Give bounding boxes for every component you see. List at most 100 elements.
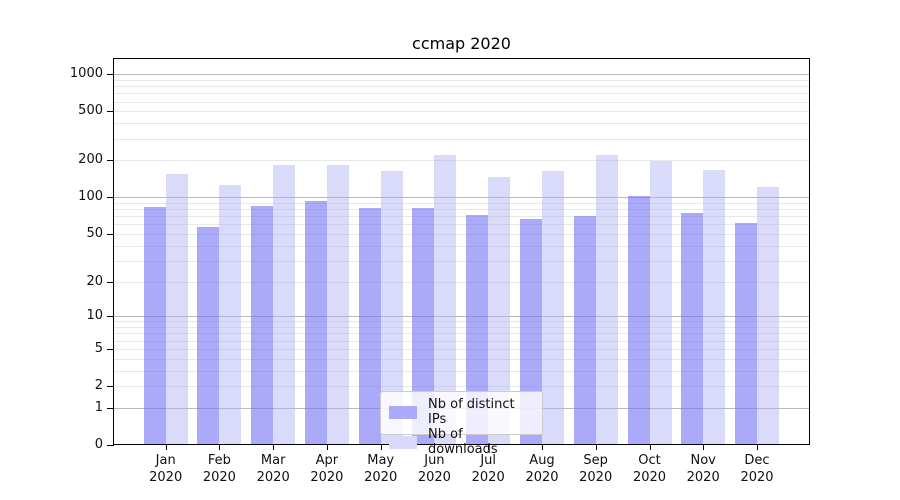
y-tick [106, 386, 114, 387]
y-gridline-minor [113, 101, 810, 103]
y-gridline-minor [113, 370, 810, 372]
x-tick [595, 445, 597, 450]
bar-downloads [757, 187, 779, 445]
y-gridline-minor [113, 358, 810, 360]
bar-distinct-ips [735, 222, 757, 445]
y-tick-label: 50 [86, 225, 103, 241]
x-tick-label-month: Dec [744, 453, 770, 468]
y-gridline-minor [113, 216, 810, 218]
x-tick-label: Feb 2020 [191, 452, 247, 486]
x-tick-label-year: 2020 [149, 470, 183, 485]
x-tick [488, 445, 490, 450]
y-gridline-minor [113, 138, 810, 140]
y-tick-label: 20 [86, 273, 103, 289]
bar-distinct-ips [358, 208, 381, 445]
y-tick [106, 197, 114, 199]
x-tick-label: Apr 2020 [299, 452, 355, 486]
x-tick-label-month: Jan [155, 453, 176, 468]
legend-item-downloads: Nb of downloads [389, 427, 534, 457]
x-tick [273, 445, 275, 450]
y-tick [106, 348, 114, 350]
y-tick [106, 407, 114, 409]
legend-item-distinct-ips: Nb of distinct IPs [389, 397, 534, 427]
y-gridline-minor [113, 386, 810, 387]
bar-downloads [703, 170, 726, 445]
x-tick-label-year: 2020 [686, 470, 720, 485]
y-tick [106, 111, 114, 113]
bar-downloads [380, 170, 403, 445]
y-gridline-minor [113, 327, 810, 328]
y-tick [106, 445, 114, 446]
y-tick-label: 0 [94, 437, 103, 452]
bar-downloads [595, 154, 618, 445]
x-tick-label-year: 2020 [632, 470, 667, 485]
bar-distinct-ips [197, 227, 220, 445]
y-tick-label: 200 [78, 152, 103, 168]
y-gridline-minor [113, 202, 810, 204]
x-tick-label: Jan 2020 [138, 452, 194, 486]
bar-distinct-ips [466, 215, 489, 445]
y-tick-label: 10 [86, 308, 103, 324]
x-tick-label: Nov 2020 [675, 452, 731, 486]
x-tick-label-month: Nov [690, 453, 716, 468]
x-tick [165, 445, 167, 450]
y-gridline-major [113, 316, 810, 318]
y-gridline-minor [113, 93, 810, 95]
y-gridline-minor [113, 321, 810, 323]
x-tick-label-year: 2020 [417, 470, 451, 485]
x-tick-label-month: May [367, 453, 395, 468]
y-gridline-minor [113, 86, 810, 88]
x-tick-label-month: Jun [424, 453, 445, 468]
bar-distinct-ips [681, 213, 704, 445]
y-gridline-minor [113, 160, 810, 162]
y-tick-label: 1000 [69, 66, 103, 82]
y-gridline-minor [113, 79, 810, 81]
x-tick-label-year: 2020 [202, 470, 236, 485]
chart-legend: Nb of distinct IPs Nb of downloads [380, 391, 543, 457]
x-tick [649, 445, 651, 450]
x-tick [542, 445, 543, 450]
bar-downloads [542, 170, 564, 445]
bar-distinct-ips [412, 207, 435, 445]
x-tick-label-year: 2020 [310, 470, 344, 485]
legend-swatch-ips [389, 405, 417, 419]
chart-title: ccmap 2020 [412, 34, 511, 53]
bar-downloads [326, 165, 349, 445]
bar-downloads [488, 176, 511, 445]
y-tick [106, 281, 114, 283]
x-tick-label: Oct 2020 [622, 452, 678, 486]
y-tick [106, 74, 114, 76]
bar-downloads [273, 165, 296, 445]
y-tick-label: 100 [78, 189, 103, 205]
x-tick-label-year: 2020 [256, 470, 290, 485]
y-gridline-major [113, 197, 810, 199]
x-tick-label: Jun 2020 [406, 452, 462, 486]
x-tick-label-year: 2020 [740, 470, 774, 485]
legend-label-downloads: Nb of downloads [428, 427, 498, 457]
y-tick [106, 316, 114, 318]
y-gridline-minor [113, 340, 810, 342]
y-tick-label: 2 [94, 378, 103, 393]
x-tick-label: Mar 2020 [245, 452, 301, 486]
bar-distinct-ips [143, 207, 166, 445]
y-gridline-minor [113, 224, 810, 226]
x-tick-label-month: Apr [315, 453, 339, 468]
x-tick [434, 445, 436, 450]
x-tick [219, 445, 221, 450]
y-gridline-minor [113, 245, 810, 247]
y-gridline-minor [113, 123, 810, 125]
y-tick-label: 500 [78, 103, 103, 119]
y-gridline-major [113, 74, 810, 76]
x-tick-label-month: Feb [207, 453, 231, 468]
x-tick-label-year: 2020 [525, 470, 559, 485]
x-tick-label-year: 2020 [364, 470, 398, 485]
y-gridline-minor [113, 260, 810, 262]
x-tick-label-year: 2020 [471, 470, 505, 485]
x-tick-label-month: Mar [260, 453, 286, 468]
bar-downloads [219, 184, 242, 445]
legend-swatch-downloads [389, 435, 417, 449]
x-tick-label-month: Sep [583, 453, 608, 468]
x-tick-label: Sep 2020 [568, 452, 624, 486]
